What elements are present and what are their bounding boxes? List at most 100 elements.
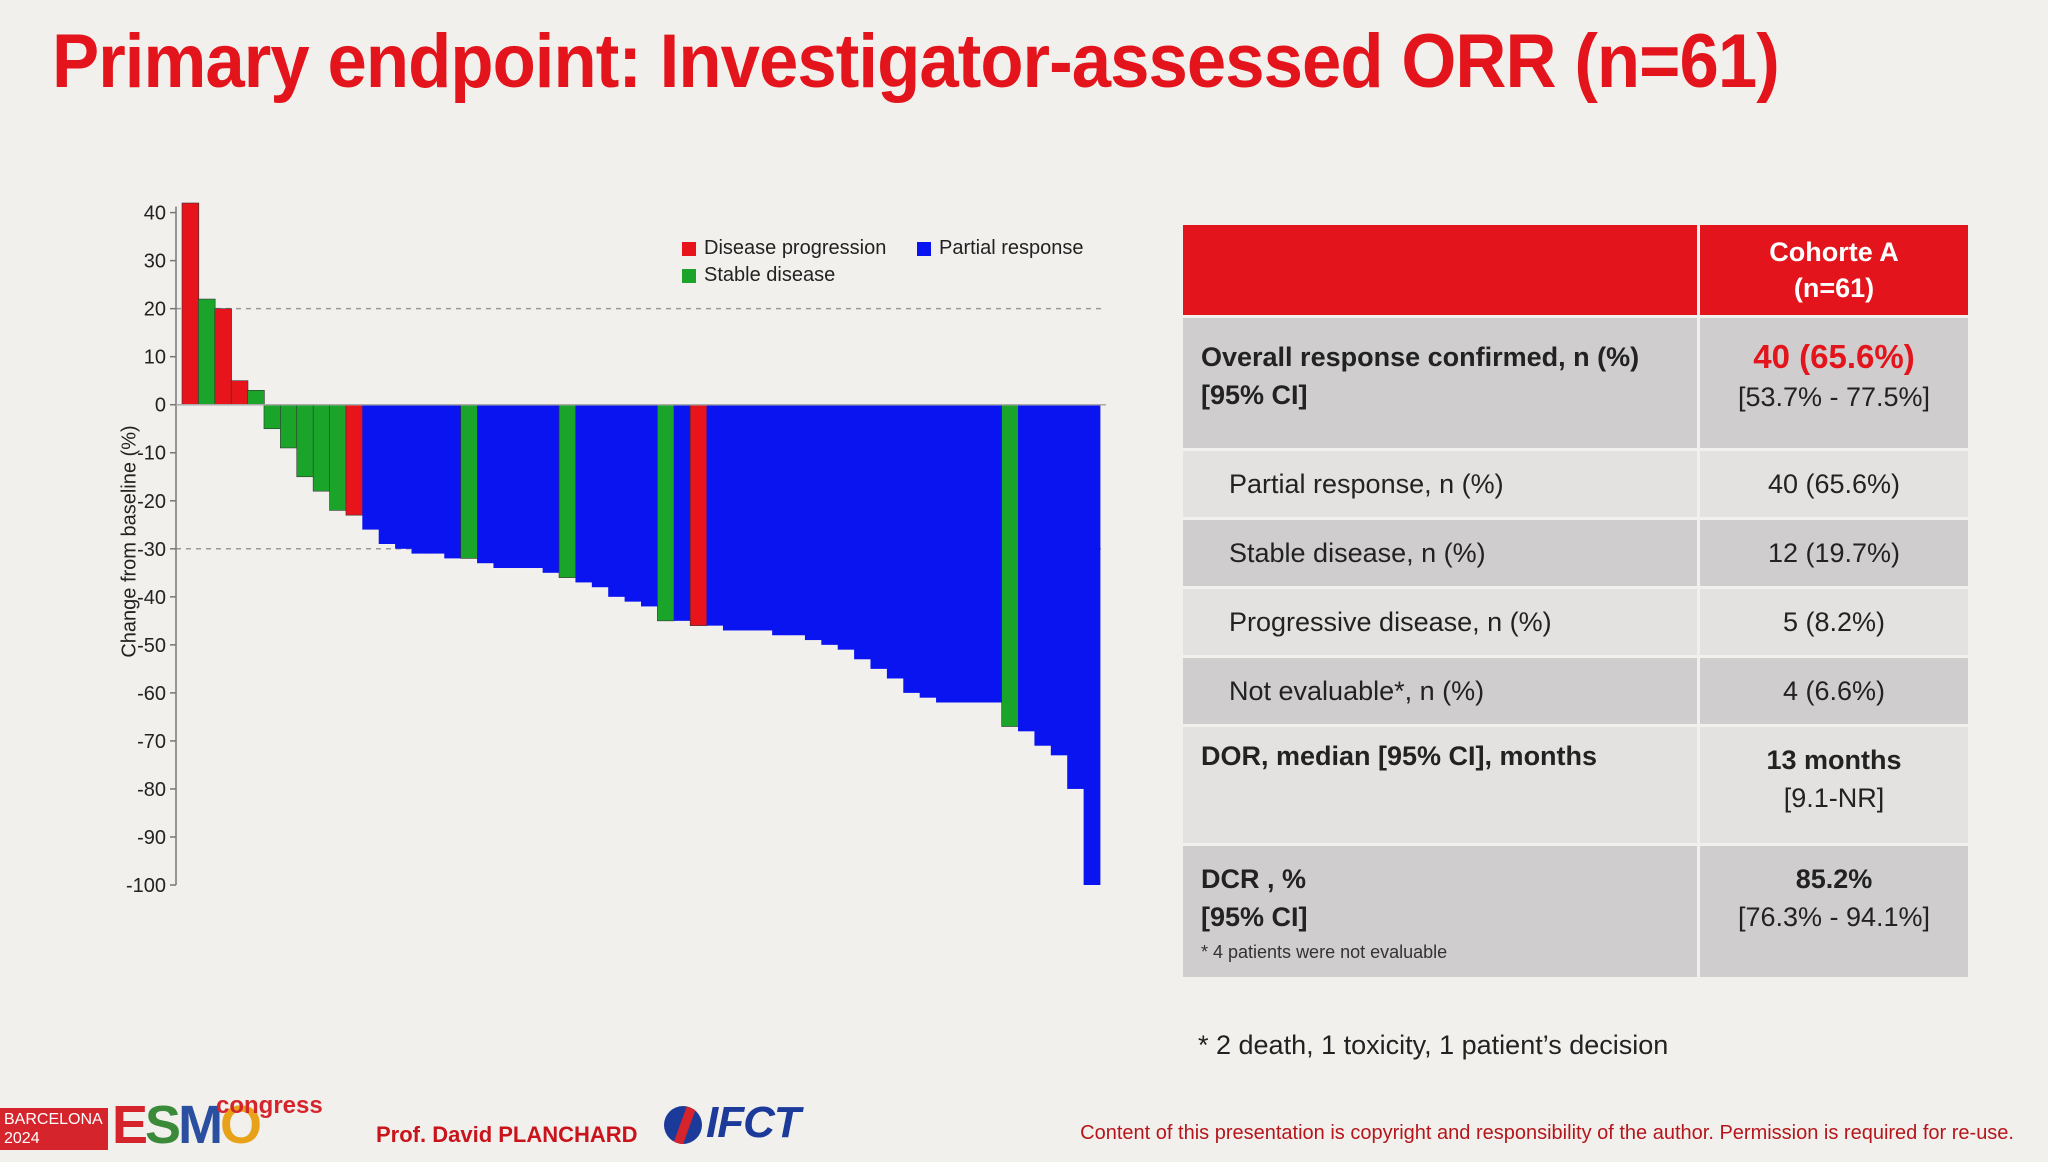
bar-sd	[1001, 404, 1019, 727]
table-header-cohort: Cohorte A (n=61)	[1700, 225, 1968, 315]
dcr-value: 85.2%	[1795, 864, 1873, 894]
bar-pr	[706, 404, 724, 626]
y-tick-label: -50	[137, 635, 166, 657]
bar-sd	[329, 404, 347, 511]
dcr-label: DCR , %	[1201, 864, 1307, 894]
waterfall-chart: 40 30 20 10 0 -10 -20 -30 -40 -50 -60 -70 -80 -90 -100…	[50, 185, 1130, 915]
legend-swatch-green	[682, 268, 696, 283]
row-value: 40 (65.6%)	[1767, 468, 1901, 499]
y-tick-label: -20	[137, 491, 166, 513]
legend-swatch-red	[682, 241, 696, 256]
bar-pr	[575, 404, 593, 583]
bar-pr	[854, 404, 871, 660]
table-row-dcr: DCR , % [95% CI] * 4 patients were not e…	[1183, 846, 1968, 977]
barcelona-badge: BARCELONA 2024	[0, 1108, 108, 1150]
y-tick-label: -60	[137, 683, 166, 705]
y-axis-label: Change from baseline (%)	[118, 425, 141, 658]
bar-pr	[526, 404, 544, 569]
y-tick-label: -90	[137, 827, 166, 849]
y-tick-label: -10	[137, 443, 166, 465]
y-tick-label: -40	[137, 587, 166, 609]
presenter-name: Prof. David PLANCHARD	[376, 1122, 638, 1147]
bar-pr	[624, 404, 642, 602]
y-tick-label: -100	[126, 875, 166, 897]
congress-label: congress	[216, 1092, 323, 1119]
bar-pr	[837, 404, 855, 650]
cohort-n: (n=61)	[1793, 273, 1875, 303]
bar-pr	[1067, 404, 1085, 789]
overall-sublabel: [95% CI]	[1201, 380, 1308, 410]
bar-pd	[214, 308, 232, 406]
bar-sd	[558, 404, 577, 578]
bar-pr	[509, 404, 527, 569]
bar-pr	[493, 404, 511, 569]
bar-pr	[772, 404, 789, 636]
bar-pr	[395, 404, 412, 549]
footnote-not-evaluable: * 2 death, 1 toxicity, 1 patient’s decis…	[1198, 1030, 1669, 1060]
y-tick-label: 30	[144, 251, 166, 273]
table-row-overall: Overall response confirmed, n (%) [95% C…	[1183, 318, 1968, 448]
esmo-wordmark: ESMO	[112, 1095, 262, 1155]
table-row-dor: DOR, median [95% CI], months 13 months […	[1183, 727, 1968, 843]
table-row: Progressive disease, n (%) 5 (8.2%)	[1183, 589, 1968, 655]
table-row: Partial response, n (%) 40 (65.6%)	[1183, 451, 1968, 517]
bar-pr	[722, 404, 740, 631]
copyright-notice: Content of this presentation is copyrigh…	[1080, 1122, 2014, 1144]
dcr-footnote: * 4 patients were not evaluable	[1201, 942, 1448, 962]
bar-pr	[1083, 404, 1101, 885]
overall-value: 40 (65.6%)	[1753, 338, 1915, 375]
bar-pr	[755, 404, 773, 631]
y-tick-label: 40	[144, 203, 166, 225]
bar-pr	[362, 404, 380, 530]
slide-title: Primary endpoint: Investigator-assessed …	[52, 19, 1780, 104]
table-row: Not evaluable*, n (%) 4 (6.6%)	[1183, 658, 1968, 724]
y-tick-label: -70	[137, 731, 166, 753]
bar-pr	[952, 404, 970, 703]
dcr-ci: [76.3% - 94.1%]	[1737, 902, 1931, 932]
row-label: Not evaluable*, n (%)	[1229, 675, 1485, 706]
dor-value: 13 months	[1766, 745, 1902, 775]
bar-pr	[886, 404, 904, 679]
bar-pr	[427, 404, 445, 554]
bar-pr	[673, 404, 691, 621]
ifct-lung-icon	[664, 1106, 702, 1145]
bar-pr	[641, 404, 658, 607]
y-tick-label: 0	[155, 395, 166, 417]
bar-pr	[919, 404, 937, 698]
cohort-name: Cohorte A	[1769, 237, 1899, 267]
bar-pd	[230, 380, 249, 406]
bar-sd	[657, 404, 675, 622]
bar-pr	[444, 404, 462, 559]
bar-pr	[1050, 404, 1068, 756]
bar-pr	[591, 404, 609, 588]
table-row: Stable disease, n (%) 12 (19.7%)	[1183, 520, 1968, 586]
dor-label: DOR, median [95% CI], months	[1201, 741, 1598, 771]
chart-svg: 40 30 20 10 0 -10 -20 -30 -40 -50 -60 -70 -80 -90 -100	[126, 202, 1106, 897]
dcr-sublabel: [95% CI]	[1201, 902, 1308, 932]
bar-sd	[198, 298, 216, 406]
row-label: Partial response, n (%)	[1229, 468, 1504, 499]
overall-label: Overall response confirmed, n (%)	[1201, 342, 1640, 372]
bar-pr	[870, 404, 888, 669]
bar-sd	[296, 404, 314, 478]
bar-pd	[689, 404, 708, 626]
bar-pr	[542, 404, 560, 573]
table-header-left	[1183, 225, 1697, 315]
bar-pd	[181, 202, 200, 406]
bar-pr	[821, 404, 839, 645]
row-value: 12 (19.7%)	[1767, 537, 1901, 568]
y-tick-label: -30	[137, 539, 166, 561]
row-label: Stable disease, n (%)	[1229, 537, 1486, 568]
results-table: Cohorte A (n=61) Overall response confir…	[1180, 222, 1971, 980]
row-value: 4 (6.6%)	[1782, 675, 1886, 706]
ifct-logo: IFCT	[664, 1098, 801, 1148]
y-tick-label: 10	[144, 347, 166, 369]
bar-pr	[477, 404, 494, 564]
bar-pr	[903, 404, 921, 693]
legend-swatch-blue	[917, 241, 931, 256]
y-tick-label: 20	[144, 299, 166, 321]
legend-disease-progression: Disease progression	[682, 237, 886, 260]
bar-pr	[411, 404, 429, 554]
legend-stable-disease: Stable disease	[682, 264, 835, 287]
overall-ci: [53.7% - 77.5%]	[1737, 382, 1931, 412]
